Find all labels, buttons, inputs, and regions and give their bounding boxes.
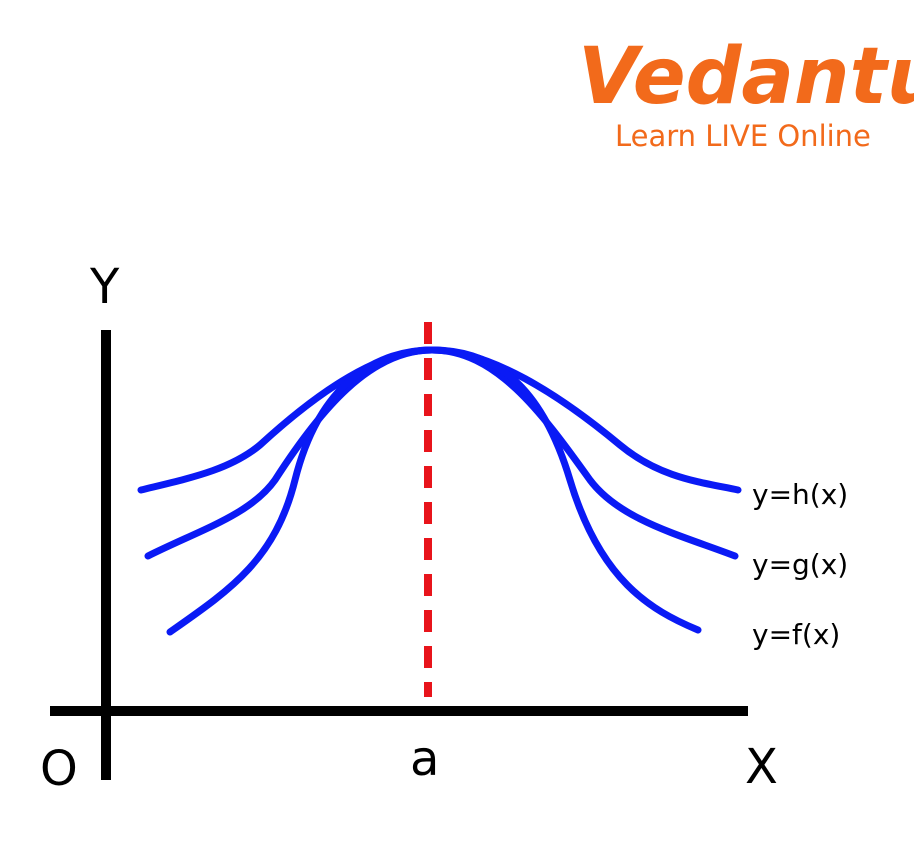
curve-label: y=f(x) xyxy=(752,618,840,651)
point-label: a xyxy=(410,731,439,787)
logo-name: Vedantu xyxy=(578,32,914,122)
curve-label: y=h(x) xyxy=(752,478,848,511)
y-axis-label: Y xyxy=(89,259,120,315)
logo-tagline: Learn LIVE Online xyxy=(615,119,871,153)
x-axis-label: X xyxy=(745,739,778,795)
curve-f xyxy=(166,346,702,636)
curve-g xyxy=(144,346,739,560)
curve-label: y=g(x) xyxy=(752,548,848,581)
origin-label: O xyxy=(40,741,78,797)
curve-h xyxy=(137,346,742,494)
